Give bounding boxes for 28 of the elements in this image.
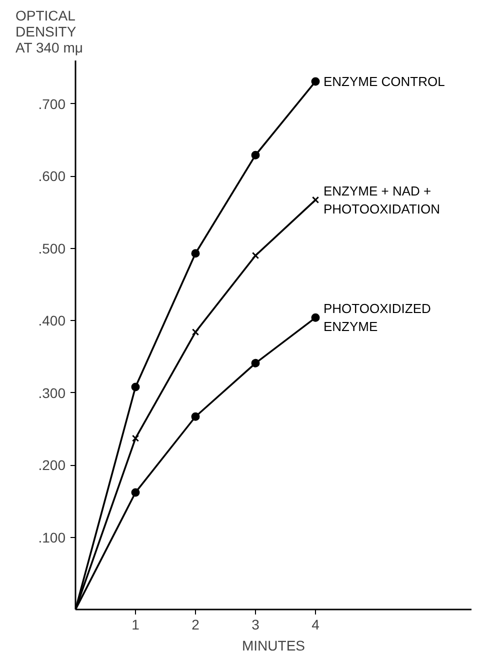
series-label: ENZYME CONTROL bbox=[324, 74, 445, 89]
series-label: PHOTOOXIDIZED ENZYME bbox=[324, 301, 431, 334]
y-tick-label: .600 bbox=[38, 168, 66, 184]
y-tick-label: .500 bbox=[38, 240, 66, 256]
y-tick-label: .400 bbox=[38, 312, 66, 329]
point bbox=[191, 249, 200, 258]
y-tick-label: .300 bbox=[38, 384, 66, 401]
x-tick-label: 3 bbox=[252, 616, 260, 632]
point bbox=[192, 328, 200, 336]
point bbox=[251, 150, 260, 160]
y-tick-label: .700 bbox=[38, 96, 66, 112]
point bbox=[312, 196, 320, 204]
point bbox=[311, 313, 320, 322]
point bbox=[311, 77, 320, 86]
y-axis-title: OPTICAL DENSITY AT 340 mμ bbox=[16, 8, 83, 56]
x-axis-title: MINUTES bbox=[242, 638, 305, 654]
y-tick-label: .100 bbox=[38, 529, 66, 546]
point bbox=[252, 252, 260, 260]
x-tick-label: 1 bbox=[132, 616, 140, 632]
series-label: ENZYME + NAD + PHOTOOXIDATION bbox=[324, 183, 440, 216]
point bbox=[132, 434, 140, 442]
x-tick-label: 4 bbox=[312, 616, 320, 632]
point bbox=[251, 358, 260, 368]
point bbox=[131, 382, 140, 392]
x-tick-label: 2 bbox=[192, 616, 200, 632]
y-tick-label: .200 bbox=[38, 457, 66, 474]
point bbox=[131, 488, 140, 497]
point bbox=[191, 412, 200, 421]
